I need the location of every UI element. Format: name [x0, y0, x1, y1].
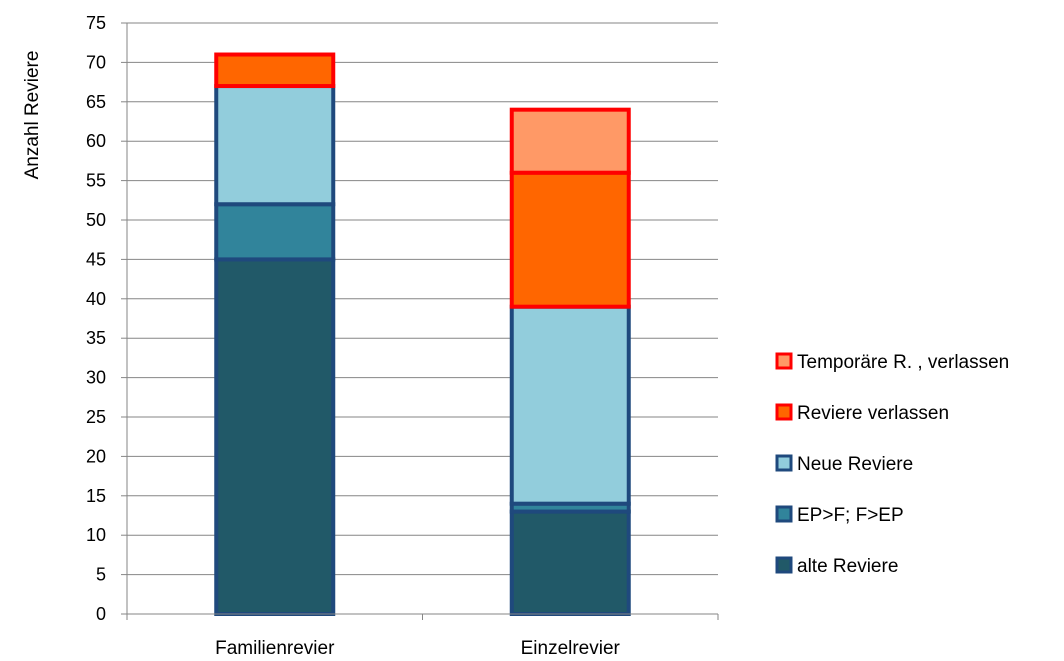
y-tick-label-1: 5 [96, 565, 106, 585]
bars [214, 52, 631, 616]
axes [121, 22, 719, 620]
legend-swatch-1 [775, 505, 793, 523]
y-tick-label-15: 75 [86, 13, 106, 33]
y-tick-label-2: 10 [86, 525, 106, 545]
y-tick-label-10: 50 [86, 210, 106, 230]
legend-label-0: alte Reviere [797, 556, 898, 577]
y-tick-labels: 0 5 10 15 20 25 30 35 40 45 50 55 60 65 70 75 [86, 13, 106, 624]
bar-segment-1-3 [509, 170, 631, 309]
x-category-labels: Familienrevier Einzelrevier [215, 638, 620, 659]
y-tick-label-7: 35 [86, 328, 106, 348]
bar-segment-0-2 [214, 84, 336, 207]
legend-label-2: Neue Reviere [797, 454, 913, 475]
legend-label-4: Temporäre R. , verlassen [797, 352, 1009, 373]
bar-segment-1-0 [509, 509, 631, 616]
legend-swatch-3 [775, 403, 793, 421]
y-tick-label-4: 20 [86, 446, 106, 466]
y-tick-label-0: 0 [96, 604, 106, 624]
y-tick-label-8: 40 [86, 289, 106, 309]
bar-segment-0-0 [214, 257, 336, 616]
legend-swatch-0 [775, 556, 793, 574]
y-tick-label-6: 30 [86, 368, 106, 388]
bar-segment-1-2 [509, 304, 631, 506]
y-tick-label-12: 60 [86, 131, 106, 151]
bar-segment-0-3 [214, 52, 336, 89]
legend-swatch-4 [775, 352, 793, 370]
y-tick-label-11: 55 [86, 171, 106, 191]
x-category-label-0: Familienrevier [215, 638, 335, 659]
y-tick-label-9: 45 [86, 249, 106, 269]
x-category-label-1: Einzelrevier [521, 638, 621, 659]
legend-swatch-2 [775, 454, 793, 472]
legend-label-1: EP>F; F>EP [797, 505, 904, 526]
y-tick-label-3: 15 [86, 486, 106, 506]
legend: Temporäre R. , verlassen Reviere verlasse… [775, 352, 1009, 577]
y-axis-title: Anzahl Reviere [22, 51, 43, 180]
y-tick-label-13: 65 [86, 92, 106, 112]
y-tick-label-5: 25 [86, 407, 106, 427]
y-tick-label-14: 70 [86, 52, 106, 72]
bar-segment-0-1 [214, 202, 336, 262]
bar-segment-1-4 [509, 107, 631, 175]
legend-label-3: Reviere verlassen [797, 403, 949, 424]
